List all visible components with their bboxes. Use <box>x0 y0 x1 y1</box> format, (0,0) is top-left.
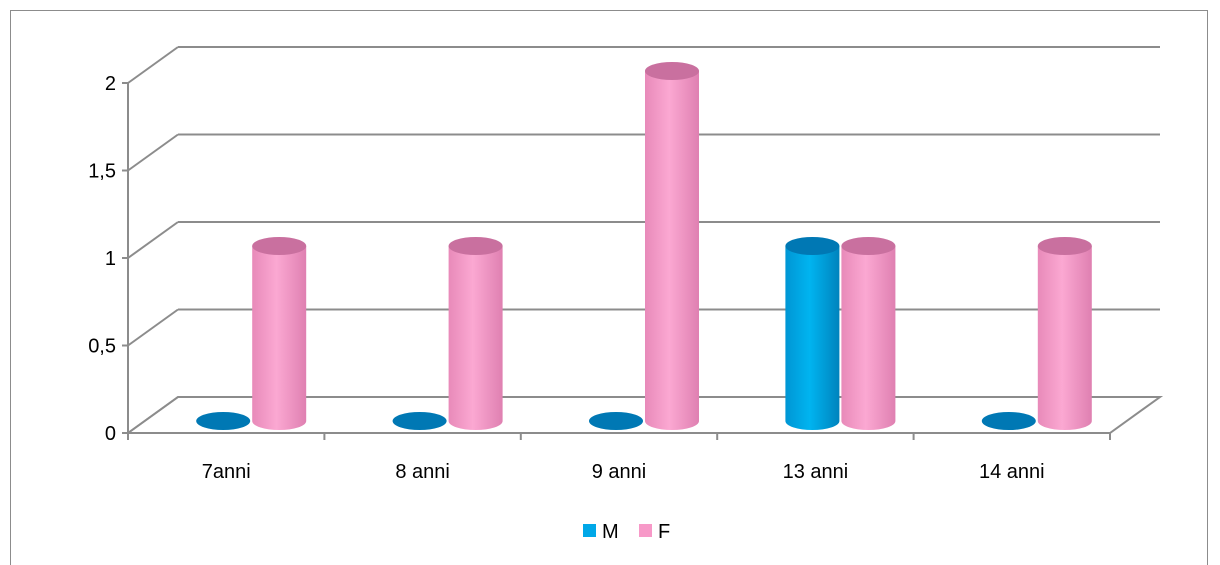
x-tick-label: 9 anni <box>592 461 647 483</box>
bar-top <box>589 412 643 430</box>
bar-top <box>448 237 503 255</box>
gridline-side <box>127 46 179 84</box>
y-tick-label: 1,5 <box>88 161 116 183</box>
legend-swatch <box>583 524 596 537</box>
x-tick-label: 13 anni <box>783 461 849 483</box>
y-tick-label: 2 <box>105 73 116 95</box>
bar-top <box>252 237 307 255</box>
bar-body <box>645 71 699 430</box>
legend-label: F <box>658 521 670 543</box>
gridline-side <box>127 133 179 172</box>
bar-m-1 <box>392 412 447 430</box>
bar-f-0 <box>252 237 307 430</box>
bar-top <box>392 412 447 430</box>
bar-top <box>981 412 1036 430</box>
axes-layer: 0 0,5 1 1,5 2 7anni 8 anni 9 anni 13 anni 14 anni <box>88 46 1164 483</box>
bar-m-3 <box>785 237 840 430</box>
bar-body <box>448 246 503 430</box>
bars-layer <box>196 62 1092 430</box>
legend-label: M <box>602 521 619 543</box>
gridline-side <box>127 221 179 259</box>
bar-top <box>196 412 251 430</box>
bar-body <box>785 246 840 430</box>
bar-top <box>1037 237 1092 255</box>
bar-top <box>645 62 699 80</box>
bar-f-3 <box>841 237 896 430</box>
chart-frame <box>10 10 1208 565</box>
bar-f-2 <box>645 62 699 430</box>
gridline-side <box>127 308 179 347</box>
gridline-side <box>127 396 179 434</box>
bar-f-4 <box>1037 237 1092 430</box>
legend-swatch <box>639 524 652 537</box>
bar-body <box>1037 246 1092 430</box>
bar-top <box>841 237 896 255</box>
bar-body <box>841 246 896 430</box>
bar-top <box>785 237 840 255</box>
y-tick-label: 1 <box>105 248 116 270</box>
x-tick-label: 8 anni <box>395 461 450 483</box>
x-tick-label: 14 anni <box>979 461 1045 483</box>
x-tick-label: 7anni <box>202 461 251 483</box>
bar-body <box>252 246 307 430</box>
bar-m-0 <box>196 412 251 430</box>
bar-m-4 <box>981 412 1036 430</box>
y-tick-label: 0,5 <box>88 336 116 358</box>
bar-m-2 <box>589 412 643 430</box>
y-tick-label: 0 <box>105 423 116 445</box>
bar-f-1 <box>448 237 503 430</box>
